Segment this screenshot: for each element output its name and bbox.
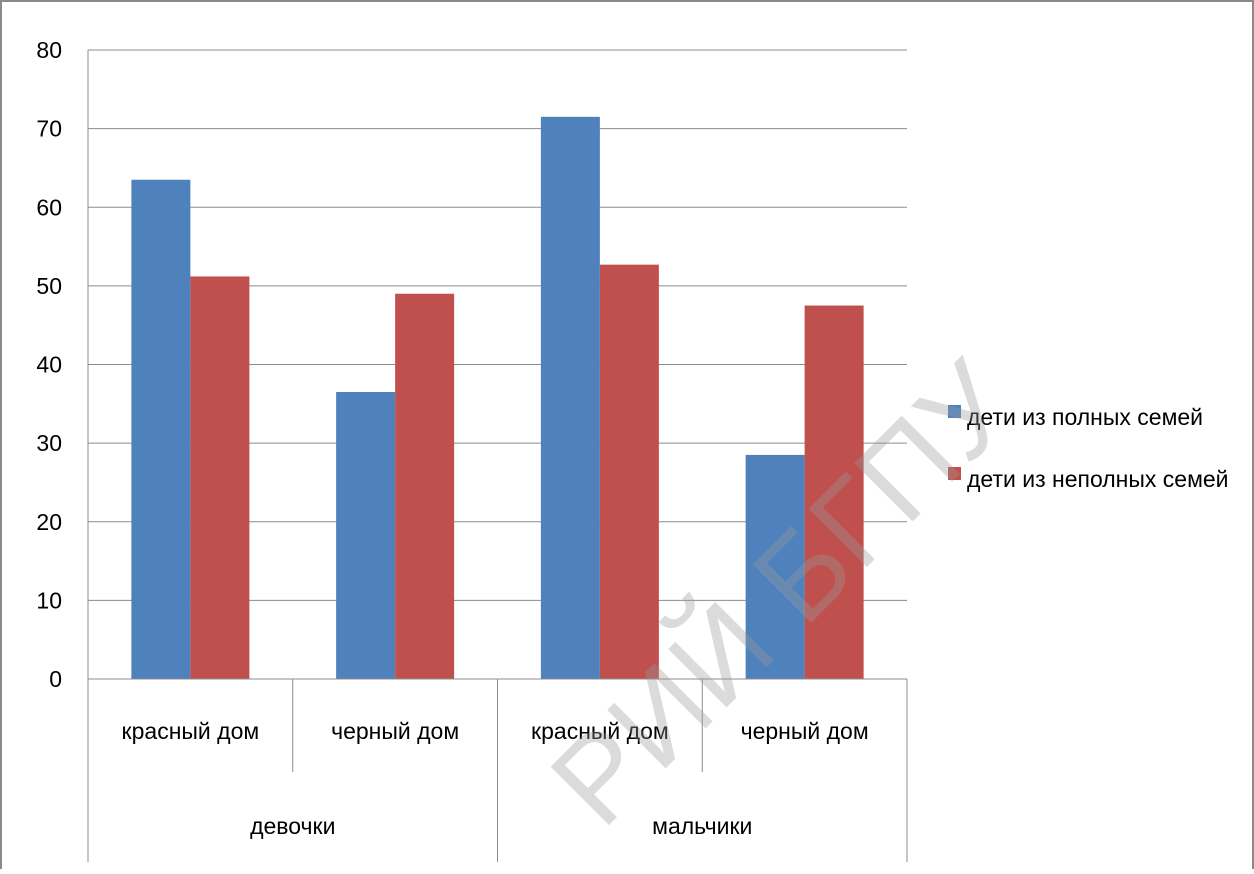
- legend-swatch: [948, 467, 961, 480]
- y-tick-label: 0: [49, 666, 62, 692]
- bar: [395, 293, 455, 679]
- bar: [131, 179, 191, 679]
- y-tick-label: 50: [36, 273, 62, 299]
- bar: [540, 116, 600, 680]
- y-tick-label: 70: [36, 116, 62, 142]
- x-category-label: красный дом: [122, 718, 260, 744]
- y-tick-label: 80: [36, 37, 62, 63]
- x-category-label: черный дом: [331, 718, 459, 744]
- legend-label: дети из полных семей: [967, 404, 1203, 430]
- bar: [804, 305, 864, 679]
- axes: 0 10 20 30 40 50 60 70 80 красный дом черный дом кр…: [36, 37, 908, 862]
- x-category-label: красный дом: [531, 718, 669, 744]
- y-tick-label: 10: [36, 587, 62, 613]
- bar: [599, 264, 659, 679]
- bars: [131, 116, 864, 680]
- legend-swatch: [948, 405, 961, 418]
- y-tick-label: 20: [36, 509, 62, 535]
- y-tick-label: 40: [36, 352, 62, 378]
- legend: дети из полных семей дети из неполных сем…: [948, 404, 1229, 492]
- x-category-label: черный дом: [741, 718, 869, 744]
- bar: [336, 392, 396, 679]
- x-group-label: девочки: [250, 813, 335, 839]
- bar: [190, 276, 250, 679]
- x-group-label: мальчики: [652, 813, 752, 839]
- y-tick-label: 30: [36, 430, 62, 456]
- legend-label: дети из неполных семей: [967, 466, 1229, 492]
- bar: [745, 454, 805, 679]
- y-tick-label: 60: [36, 194, 62, 220]
